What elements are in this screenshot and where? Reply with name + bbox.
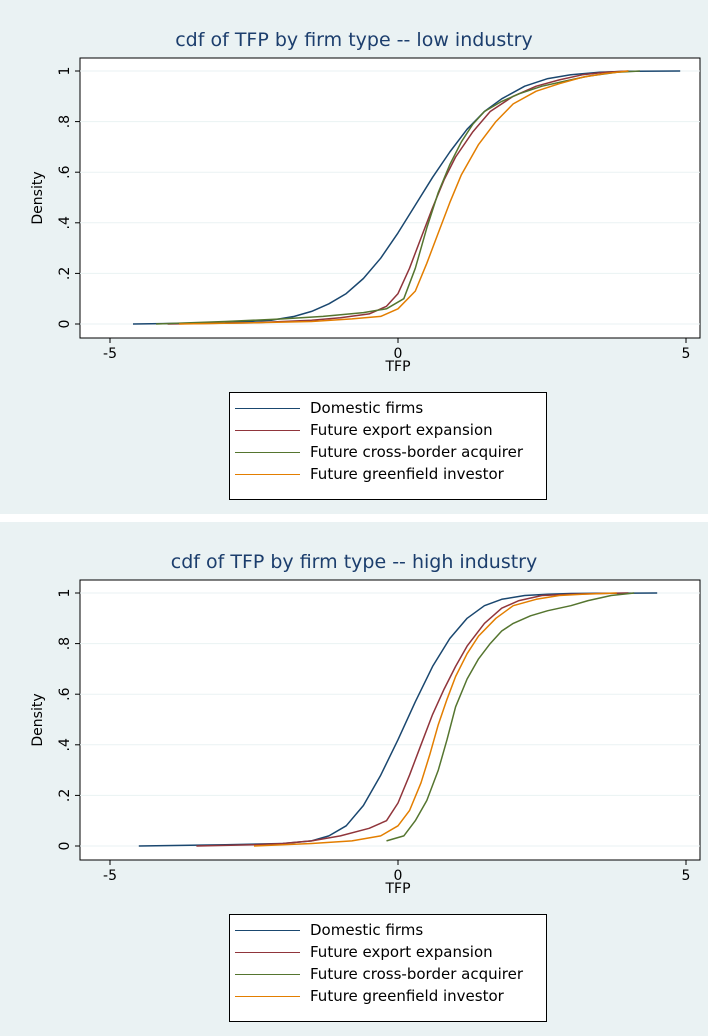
y-tick-label: .4 (57, 216, 73, 229)
legend-swatch (235, 995, 300, 997)
legend-label: Domestic firms (310, 399, 424, 417)
x-tick-label: -5 (103, 868, 117, 884)
series-line-0 (132, 70, 681, 325)
y-tick-label: 1 (57, 67, 73, 76)
y-tick-label: .8 (57, 115, 73, 128)
x-tick-label: 5 (682, 346, 691, 362)
legend-label: Future cross-border acquirer (310, 443, 523, 461)
series-line-3 (253, 592, 617, 847)
series-line-2 (156, 70, 640, 325)
legend-swatch (235, 429, 300, 431)
legend-swatch (235, 473, 300, 475)
legend-item: Future cross-border acquirer (230, 441, 546, 463)
y-tick-label: .4 (57, 738, 73, 751)
x-tick-label: 0 (394, 346, 403, 362)
chart-panel-high: cdf of TFP by firm type -- high industry… (0, 522, 708, 1036)
x-axis-label: TFP (384, 359, 410, 375)
legend-item: Future greenfield investor (230, 463, 546, 485)
y-tick-label: .2 (57, 789, 73, 802)
legend-swatch (235, 407, 300, 409)
legend-label: Future greenfield investor (310, 465, 504, 483)
chart-title: cdf of TFP by firm type -- low industry (175, 29, 533, 51)
y-tick-label: 0 (57, 320, 73, 329)
chart-title: cdf of TFP by firm type -- high industry (170, 551, 538, 573)
legend-item: Domestic firms (230, 397, 546, 419)
plot-area (79, 579, 701, 861)
x-tick-label: 0 (394, 868, 403, 884)
y-tick-label: .6 (57, 687, 73, 700)
legend-label: Domestic firms (310, 921, 424, 939)
legend-item: Future export expansion (230, 419, 546, 441)
legend-item: Future export expansion (230, 941, 546, 963)
x-tick-label: -5 (103, 346, 117, 362)
series-line-3 (179, 70, 629, 325)
chart-plot-high: 0 .2 .4 .6 .8 1 -5 0 5 TFP Density (30, 579, 701, 897)
legend-item: Domestic firms (230, 919, 546, 941)
legend-item: Future cross-border acquirer (230, 963, 546, 985)
legend-swatch (235, 929, 300, 931)
y-tick-label: .8 (57, 637, 73, 650)
y-axis-label: Density (30, 171, 46, 224)
legend-label: Future export expansion (310, 421, 493, 439)
series-line-2 (386, 592, 635, 842)
y-axis-label: Density (30, 693, 46, 746)
legend-label: Future greenfield investor (310, 987, 504, 1005)
series-line-1 (196, 592, 629, 847)
chart-plot-low: 0 .2 .4 .6 .8 1 -5 0 5 TFP Density (30, 57, 701, 375)
legend-swatch (235, 973, 300, 975)
chart-panel-low: cdf of TFP by firm type -- low industry … (0, 0, 708, 514)
y-tick-label: .6 (57, 165, 73, 178)
legend-item: Future greenfield investor (230, 985, 546, 1007)
legend-label: Future cross-border acquirer (310, 965, 523, 983)
legend-swatch (235, 451, 300, 453)
plot-area (79, 57, 701, 339)
chart-legend: Domestic firms Future export expansion F… (229, 392, 547, 500)
legend-swatch (235, 951, 300, 953)
chart-legend: Domestic firms Future export expansion F… (229, 914, 547, 1022)
y-tick-label: 1 (57, 589, 73, 598)
legend-label: Future export expansion (310, 943, 493, 961)
y-tick-label: 0 (57, 842, 73, 851)
x-tick-label: 5 (682, 868, 691, 884)
y-tick-label: .2 (57, 267, 73, 280)
x-axis-label: TFP (384, 881, 410, 897)
